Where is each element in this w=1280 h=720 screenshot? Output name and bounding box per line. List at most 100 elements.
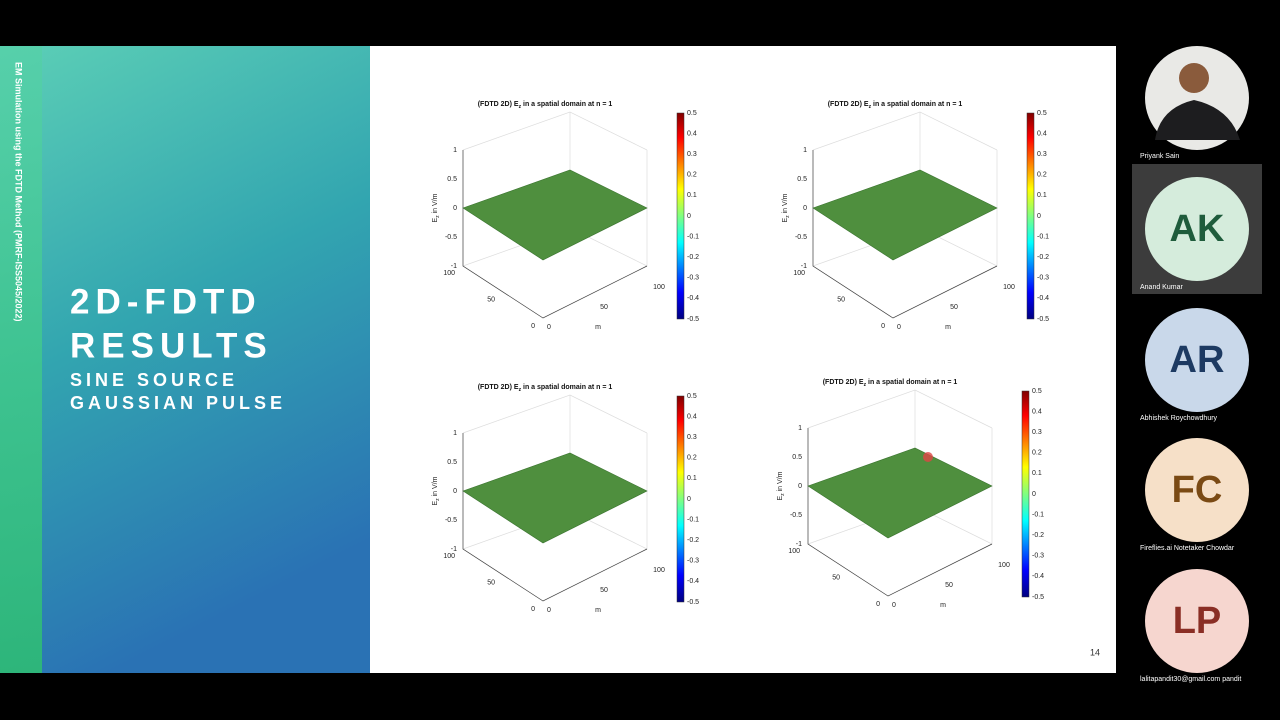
colorbar-tick-label: -0.4 <box>687 578 699 585</box>
surface <box>807 447 993 539</box>
z-axis-label: Ez in V/m <box>777 471 786 500</box>
x-tick-label: 0 <box>897 324 901 331</box>
z-tick-label: -1 <box>451 546 457 553</box>
colorbar-tick-label: 0.2 <box>1037 172 1047 179</box>
participant-3: AR Abhishek Roychowdhury <box>1140 308 1249 422</box>
initials: LP <box>1173 600 1222 642</box>
colorbar-tick-label: 0.4 <box>1037 130 1047 137</box>
colorbar-tick-label: -0.3 <box>1037 275 1049 282</box>
x-axis-label: m <box>940 602 946 609</box>
z-tick-label: 1 <box>453 430 457 437</box>
colorbar <box>676 395 685 603</box>
title-part: (FDTD 2D) E <box>823 379 864 386</box>
y-tick-label: 50 <box>832 574 840 581</box>
x-tick-label: 50 <box>945 582 953 589</box>
slide-sidebar <box>0 46 370 673</box>
colorbar-tick-label: -0.2 <box>1032 532 1044 539</box>
z-tick-label: 1 <box>453 147 457 154</box>
colorbar-tick-label: 0.4 <box>687 413 697 420</box>
colorbar-tick-label: 0.1 <box>1037 192 1047 199</box>
x-tick-label: 0 <box>547 324 551 331</box>
colorbar-tick-label: -0.5 <box>687 316 699 323</box>
surface <box>812 169 998 261</box>
z-axis-label: Ez in V/m <box>432 193 441 222</box>
y-tick-label: 100 <box>788 548 800 555</box>
y-tick-label: 50 <box>837 296 845 303</box>
surface <box>462 452 648 544</box>
y-tick-label: 100 <box>443 553 455 560</box>
title-part: (FDTD 2D) E <box>478 101 519 108</box>
y-tick-label: 100 <box>443 270 455 277</box>
plots: (FDTD 2D) Ez in a spatial domain at n = … <box>432 101 1049 614</box>
colorbar-tick-label: 0.4 <box>1032 408 1042 415</box>
x-tick-label: 50 <box>600 587 608 594</box>
z-tick-label: 0.5 <box>447 176 457 183</box>
plot: (FDTD 2D) Ez in a spatial domain at n = … <box>777 379 1044 609</box>
title-part: z <box>519 387 522 393</box>
z-tick-label: -0.5 <box>795 234 807 241</box>
y-tick-label: 0 <box>876 601 880 608</box>
page-number: 14 <box>1090 647 1100 657</box>
title-part: (FDTD 2D) E <box>828 101 869 108</box>
x-axis-label: m <box>595 607 601 614</box>
z-tick-label: 1 <box>798 425 802 432</box>
colorbar-tick-label: 0.2 <box>687 455 697 462</box>
z-label-part: in V/m <box>432 193 439 215</box>
plot-title: (FDTD 2D) Ez in a spatial domain at n = … <box>478 384 613 393</box>
colorbar-tick-label: -0.3 <box>687 558 699 565</box>
z-label-part: E <box>432 217 439 222</box>
surface <box>462 169 648 261</box>
colorbar-tick-label: -0.1 <box>1037 233 1049 240</box>
avatar <box>1145 438 1249 542</box>
colorbar <box>1026 112 1035 320</box>
colorbar-tick-label: 0.5 <box>1037 110 1047 117</box>
x-tick-label: 0 <box>547 607 551 614</box>
colorbar-tick-label: 0.2 <box>687 172 697 179</box>
z-tick-label: -0.5 <box>790 512 802 519</box>
slide-subheading: GAUSSIAN PULSE <box>70 393 286 413</box>
colorbar-tick-label: -0.5 <box>1032 594 1044 601</box>
x-axis-label: m <box>945 324 951 331</box>
x-tick-label: 100 <box>653 284 665 291</box>
x-tick-label: 50 <box>600 304 608 311</box>
x-tick-label: 100 <box>653 567 665 574</box>
x-axis-label: m <box>595 324 601 331</box>
colorbar-tick-label: 0.1 <box>687 192 697 199</box>
pointer <box>923 452 933 462</box>
z-tick-label: -1 <box>796 541 802 548</box>
colorbar-tick-label: -0.4 <box>1037 295 1049 302</box>
y-tick-label: 0 <box>531 606 535 613</box>
colorbar-tick-label: 0.5 <box>687 393 697 400</box>
colorbar-tick-label: 0.3 <box>687 151 697 158</box>
z-label-part: z <box>785 215 791 218</box>
z-tick-label: 1 <box>803 147 807 154</box>
z-tick-label: 0.5 <box>792 454 802 461</box>
z-tick-label: 0.5 <box>447 459 457 466</box>
colorbar-tick-label: 0.5 <box>687 110 697 117</box>
colorbar-tick-label: 0.1 <box>687 475 697 482</box>
participant-2: AK Anand Kumar <box>1140 177 1249 291</box>
title-part: in a spatial domain at n = 1 <box>866 379 957 386</box>
colorbar-tick-label: -0.2 <box>687 537 699 544</box>
title-part: z <box>869 104 872 110</box>
participant-4: FC Fireflies.ai Notetaker Chowdar <box>1140 438 1249 552</box>
participant-name: Anand Kumar <box>1140 284 1183 291</box>
slide-heading: 2D-FDTD <box>70 282 262 321</box>
plot-title: (FDTD 2D) Ez in a spatial domain at n = … <box>828 101 963 110</box>
colorbar-tick-label: -0.2 <box>1037 254 1049 261</box>
participant-5: LP lalitapandit30@gmail.com pandit <box>1140 569 1249 683</box>
initials: AR <box>1170 339 1225 381</box>
z-label-part: E <box>777 495 784 500</box>
colorbar-tick-label: -0.5 <box>687 599 699 606</box>
z-label-part: E <box>782 217 789 222</box>
participant-name: lalitapandit30@gmail.com pandit <box>1140 676 1241 683</box>
z-tick-label: 0 <box>453 205 457 212</box>
z-label-part: in V/m <box>782 193 789 215</box>
colorbar-tick-label: 0.4 <box>687 130 697 137</box>
face <box>1179 63 1209 93</box>
participant-name: Abhishek Roychowdhury <box>1140 415 1218 422</box>
plot: (FDTD 2D) Ez in a spatial domain at n = … <box>432 384 699 614</box>
avatar <box>1145 177 1249 281</box>
colorbar-tick-label: -0.4 <box>1032 573 1044 580</box>
colorbar <box>1021 390 1030 598</box>
